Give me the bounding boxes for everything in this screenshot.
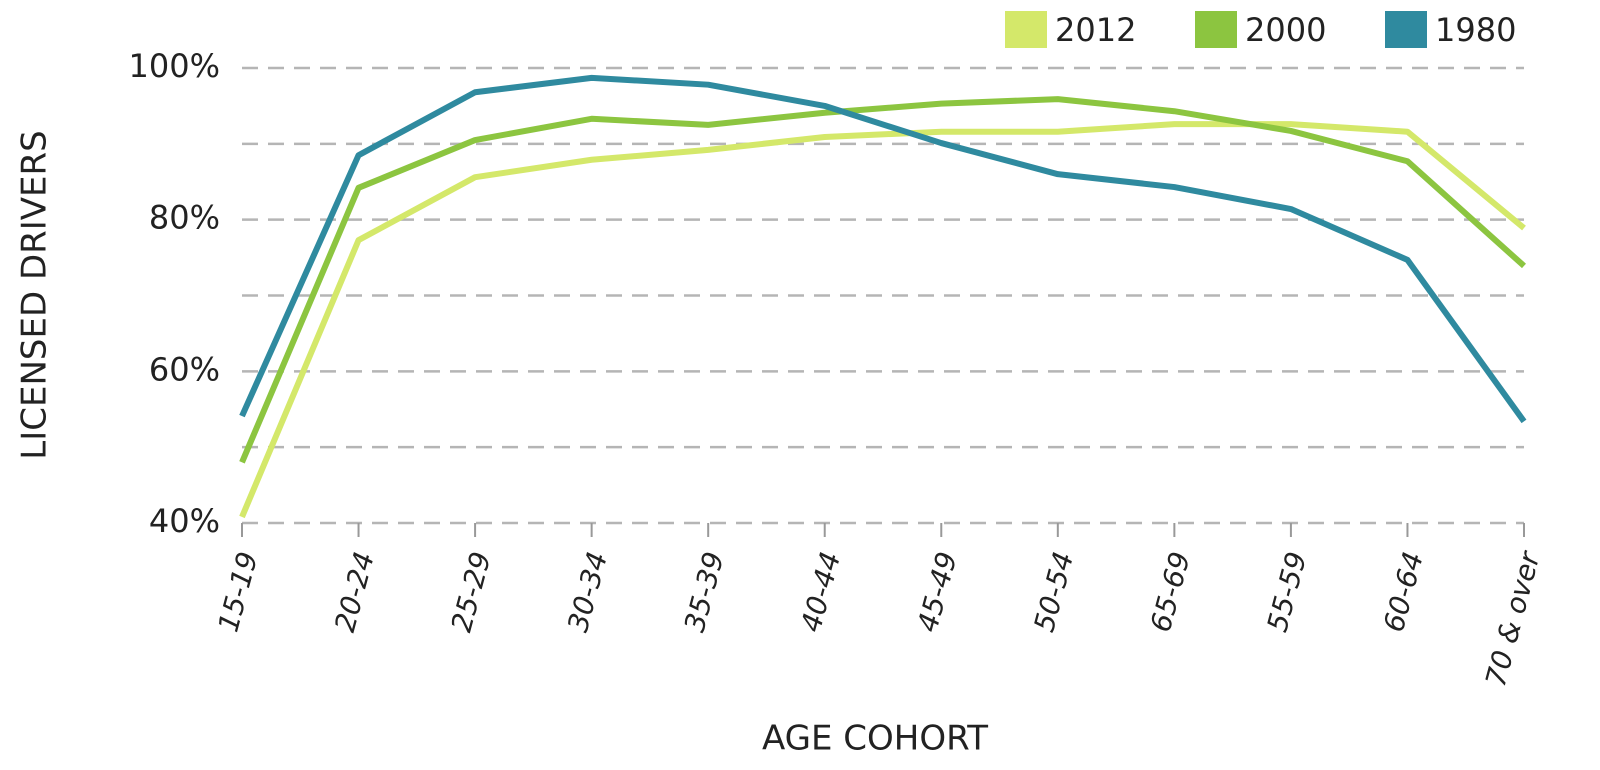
x-tick-label: 50-54 [1027,548,1080,635]
x-tick-label: 55-59 [1260,548,1313,635]
legend-label: 2012 [1055,11,1136,49]
legend-label: 2000 [1245,11,1326,49]
y-axis-title: LICENSED DRIVERS [15,130,55,459]
x-tick-label: 25-29 [445,548,498,635]
legend-label: 1980 [1435,11,1516,49]
y-tick-label: 40% [149,502,220,540]
legend-swatch [1195,11,1237,48]
line-series [239,96,1527,464]
x-tick-label: 35-39 [678,548,731,635]
line-series [239,74,1527,424]
x-tick-label: 65-69 [1144,548,1197,635]
x-tick-label: 70 & over [1479,547,1547,690]
y-tick-label: 60% [149,350,220,388]
legend-swatch [1385,11,1427,48]
x-tick-label: 30-34 [561,548,614,635]
line-series [239,121,1526,519]
y-tick-label: 100% [129,47,220,85]
x-tick-label: 60-64 [1377,548,1430,635]
x-tick-label: 20-24 [328,548,381,635]
x-tick-label: 40-44 [794,548,847,635]
x-tick-label: 15-19 [212,548,265,635]
legend-swatch [1005,11,1047,48]
y-tick-label: 80% [149,199,220,237]
x-axis-title: AGE COHORT [762,719,988,759]
x-tick-label: 45-49 [911,548,964,635]
